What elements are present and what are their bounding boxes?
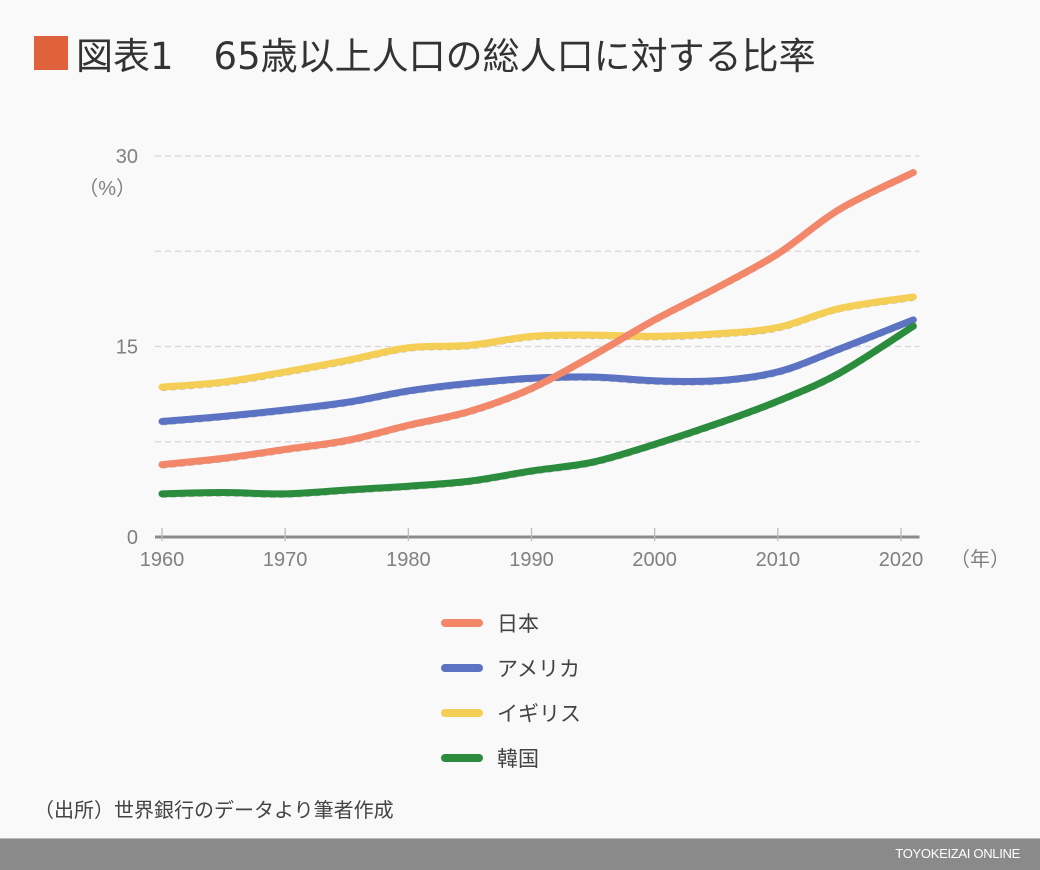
legend-item-japan: 日本 [441,600,581,645]
x-tick-label: 1990 [509,549,554,571]
x-axis-labels: 1960 1970 1980 1990 2000 2010 2020 [140,549,924,571]
chart-title: 図表1 65歳以上人口の総人口に対する比率 [34,26,816,80]
footer-brand: TOYOKEIZAI ONLINE [895,846,1020,861]
x-tick-label: 2000 [632,549,677,571]
x-axis-unit-label: （年） [950,548,1010,571]
y-tick-label: 0 [127,527,138,549]
gridlines [155,155,920,443]
series-line [158,169,917,469]
x-tick-label: 1960 [140,549,185,571]
series-usa [158,316,917,426]
y-tick-label: 30 [116,146,138,168]
source-note: （出所）世界銀行のデータより筆者作成 [34,798,394,822]
x-tick-label: 2010 [756,549,801,571]
series-uk [158,293,917,392]
legend: 日本 アメリカ イギリス 韓国 [441,600,581,780]
x-tick-label: 2020 [879,549,924,571]
legend-label: アメリカ [497,656,580,681]
legend-item-uk: イギリス [441,690,581,735]
footer-bar: TOYOKEIZAI ONLINE [0,838,1040,870]
series-japan [158,169,917,469]
title-text: 65歳以上人口の総人口に対する比率 [213,35,816,78]
line-chart: 0 15 30 （%） 1960 1970 1980 1990 2000 2010 2020 （… [78,146,1010,571]
legend-label: 韓国 [497,746,539,771]
legend-label: イギリス [497,701,581,726]
y-axis-labels: 0 15 30 [116,146,138,549]
series-lines [158,169,917,498]
legend-swatch [441,753,483,762]
x-axis [155,528,920,541]
figure-label: 図表1 [76,35,174,78]
series-korea [158,322,917,498]
legend-item-korea: 韓国 [441,735,581,780]
legend-swatch [441,708,483,717]
legend-swatch [441,663,483,672]
x-tick-label: 1980 [386,549,431,571]
series-line [158,293,917,391]
title-marker-icon [34,36,68,70]
x-tick-label: 1970 [263,549,308,571]
y-tick-label: 15 [116,337,138,359]
y-axis-unit-label: （%） [78,177,136,200]
legend-swatch [441,618,483,627]
series-line [158,322,917,498]
legend-item-usa: アメリカ [441,645,581,690]
legend-label: 日本 [497,611,539,636]
series-line [158,316,917,425]
